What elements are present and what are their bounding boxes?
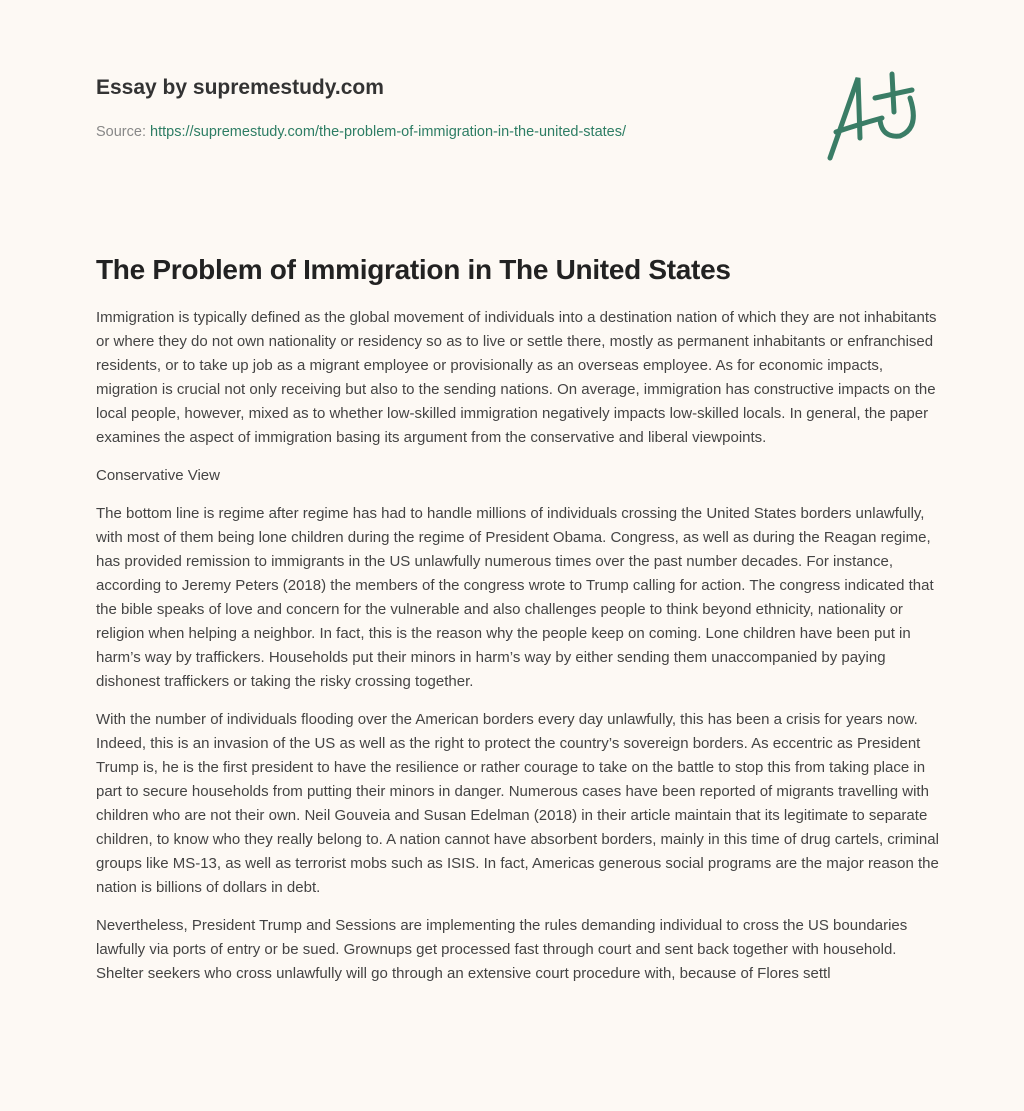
- a-plus-logo-icon: [827, 71, 916, 161]
- article-title: The Problem of Immigration in The United…: [96, 254, 731, 285]
- paragraph: The bottom line is regime after regime h…: [96, 505, 934, 690]
- paragraph: Immigration is typically defined as the …: [96, 309, 937, 446]
- section-heading: Conservative View: [96, 467, 220, 484]
- paragraph: Nevertheless, President Trump and Sessio…: [96, 917, 908, 982]
- brand-title: Essay by supremestudy.com: [96, 76, 384, 99]
- paragraph: With the number of individuals flooding …: [96, 711, 939, 896]
- article-content: Immigration is typically defined as the …: [96, 306, 941, 1000]
- source-label: Source:: [96, 124, 146, 140]
- source-line: Source: https://supremestudy.com/the-pro…: [96, 124, 626, 140]
- source-link[interactable]: https://supremestudy.com/the-problem-of-…: [150, 124, 627, 140]
